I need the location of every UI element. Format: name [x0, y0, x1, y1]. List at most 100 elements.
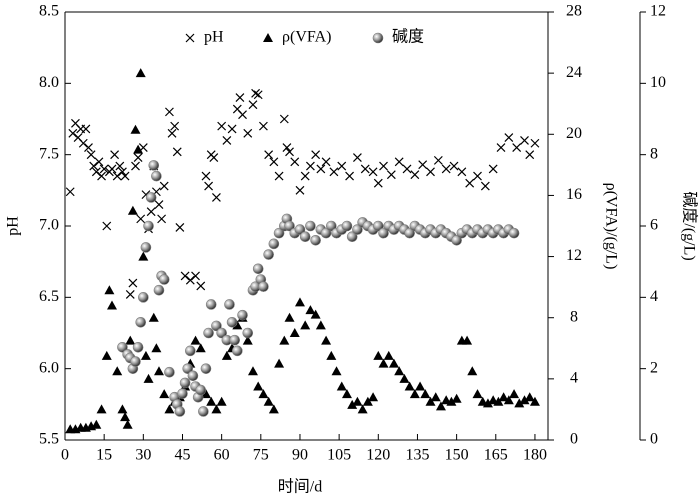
data-point — [201, 171, 211, 181]
data-point — [321, 157, 331, 167]
data-point — [352, 224, 363, 235]
data-point — [378, 227, 389, 239]
data-point — [352, 153, 362, 162]
data-point — [300, 171, 310, 181]
data-point — [258, 281, 269, 292]
data-point — [136, 214, 146, 224]
data-point — [175, 223, 185, 232]
y2-axis-title: ρ(VFA)/(g/L) — [602, 183, 619, 270]
data-point — [112, 366, 123, 376]
x-tick-label: 165 — [484, 447, 508, 464]
data-point — [91, 167, 101, 177]
data-point — [467, 366, 478, 376]
data-point — [158, 274, 170, 285]
data-point — [520, 135, 529, 145]
data-point — [386, 170, 396, 180]
data-point — [294, 297, 305, 307]
data-point — [165, 107, 174, 117]
legend-marker — [372, 32, 384, 44]
data-point — [383, 350, 394, 360]
data-point — [329, 167, 339, 177]
data-point — [316, 164, 326, 174]
x-tick-label: 150 — [445, 447, 469, 464]
data-point — [496, 143, 506, 152]
x-tick-label: 60 — [214, 447, 230, 464]
data-point — [101, 350, 112, 360]
data-point — [320, 227, 332, 239]
data-point — [117, 404, 128, 414]
x-tick-label: 120 — [366, 447, 390, 464]
data-point — [120, 171, 130, 181]
data-point — [394, 366, 405, 376]
data-point — [131, 161, 140, 171]
data-point — [410, 170, 420, 180]
data-point — [216, 327, 227, 339]
data-point — [284, 220, 295, 232]
data-point — [107, 164, 117, 174]
data-point — [187, 370, 199, 382]
data-point — [264, 150, 274, 160]
data-point — [132, 341, 144, 353]
y3-tick-label: 6 — [650, 217, 658, 234]
data-point — [289, 328, 300, 337]
data-point — [229, 334, 241, 346]
data-point — [462, 335, 473, 345]
data-point — [530, 138, 540, 148]
data-point — [315, 320, 326, 330]
data-point — [125, 290, 135, 299]
data-point — [519, 395, 530, 405]
data-point — [115, 161, 125, 171]
data-point — [209, 153, 219, 162]
data-point — [269, 157, 279, 167]
legend-marker — [185, 33, 195, 43]
y2-tick-label: 12 — [566, 247, 582, 264]
data-point — [274, 358, 285, 368]
data-point — [154, 200, 164, 210]
y-tick-label: 8.5 — [39, 3, 59, 20]
data-point — [473, 171, 482, 181]
data-point — [480, 181, 490, 191]
data-point — [185, 275, 195, 285]
data-point — [263, 249, 274, 260]
data-point — [212, 193, 221, 202]
legend-label: ρ(VFA) — [282, 29, 331, 46]
data-point — [157, 214, 167, 224]
data-point — [86, 150, 96, 160]
data-point — [242, 327, 254, 339]
data-point — [368, 392, 379, 402]
data-point — [211, 404, 222, 414]
data-point — [135, 316, 147, 328]
data-point — [503, 395, 514, 405]
y-tick-label: 7.0 — [39, 217, 59, 234]
x-axis-title: 时间/d — [278, 478, 322, 496]
data-point — [514, 398, 525, 408]
data-point — [143, 373, 154, 383]
data-point — [222, 135, 232, 145]
data-point — [97, 171, 106, 181]
data-point — [120, 412, 131, 422]
legend-marker — [263, 33, 273, 42]
data-point — [305, 220, 316, 232]
y2-tick-label: 28 — [566, 3, 582, 20]
legend-label: pH — [204, 29, 224, 46]
data-point — [465, 178, 475, 188]
data-point — [89, 161, 99, 171]
data-point — [99, 164, 109, 174]
data-point — [425, 396, 436, 406]
data-point — [451, 393, 462, 403]
data-point — [174, 406, 186, 417]
data-point — [227, 124, 237, 134]
y2-tick-label: 0 — [570, 431, 578, 448]
data-point — [179, 377, 191, 389]
data-point — [117, 341, 128, 353]
data-point — [368, 167, 378, 177]
data-point — [341, 220, 353, 232]
data-point — [167, 128, 177, 138]
data-point — [420, 389, 431, 399]
data-point — [378, 358, 389, 368]
data-point — [509, 389, 520, 399]
data-point — [341, 389, 352, 399]
data-point — [68, 128, 78, 138]
data-point — [122, 419, 133, 429]
